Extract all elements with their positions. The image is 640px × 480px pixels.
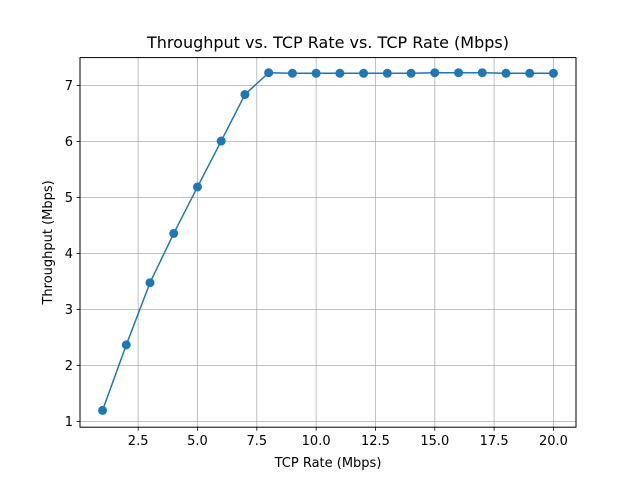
data-point bbox=[240, 90, 250, 100]
data-point bbox=[145, 278, 155, 288]
y-tick-label: 4 bbox=[65, 247, 73, 262]
y-tick-label: 7 bbox=[65, 79, 73, 94]
data-point bbox=[169, 228, 179, 238]
data-point bbox=[430, 68, 440, 78]
data-point bbox=[477, 68, 487, 78]
x-tick-label: 10.0 bbox=[302, 434, 331, 449]
data-point bbox=[121, 340, 131, 350]
data-point bbox=[264, 68, 274, 78]
data-point bbox=[311, 68, 321, 78]
x-tick-label: 17.5 bbox=[480, 434, 509, 449]
data-point bbox=[98, 405, 108, 415]
grid bbox=[80, 57, 576, 428]
series-layer bbox=[98, 68, 558, 415]
x-tick-label: 12.5 bbox=[361, 434, 390, 449]
data-point bbox=[525, 68, 535, 78]
data-point bbox=[359, 68, 369, 78]
x-tick-label: 5.0 bbox=[187, 434, 208, 449]
data-point bbox=[501, 68, 511, 78]
chart-title: Throughput vs. TCP Rate vs. TCP Rate (Mb… bbox=[146, 33, 509, 52]
data-point bbox=[454, 68, 464, 78]
data-point bbox=[382, 68, 392, 78]
x-tick-label: 7.5 bbox=[246, 434, 267, 449]
data-point bbox=[216, 136, 226, 146]
data-point bbox=[335, 68, 345, 78]
y-tick-label: 3 bbox=[65, 303, 73, 318]
data-point bbox=[406, 68, 416, 78]
data-point bbox=[287, 68, 297, 78]
y-tick-label: 1 bbox=[65, 415, 73, 430]
data-point bbox=[548, 68, 558, 78]
y-tick-label: 5 bbox=[65, 191, 73, 206]
y-tick-label: 2 bbox=[65, 359, 73, 374]
ticks: 2.5 5.0 7.5 10.0 12.5 15.0 17.5 20.0 1 2 3 4 5 6 7 bbox=[65, 79, 568, 449]
x-axis-label: TCP Rate (Mbps) bbox=[274, 456, 382, 471]
x-tick-label: 20.0 bbox=[539, 434, 568, 449]
y-tick-label: 6 bbox=[65, 135, 73, 150]
x-tick-label: 2.5 bbox=[128, 434, 149, 449]
plot-frame bbox=[79, 57, 577, 428]
x-tick-label: 15.0 bbox=[420, 434, 449, 449]
y-axis-label: Throughput (Mbps) bbox=[41, 180, 56, 305]
data-point bbox=[192, 182, 202, 192]
